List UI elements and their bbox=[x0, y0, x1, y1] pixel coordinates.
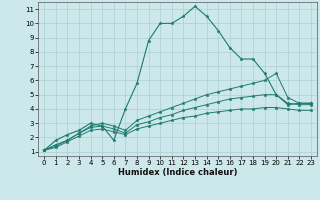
X-axis label: Humidex (Indice chaleur): Humidex (Indice chaleur) bbox=[118, 168, 237, 177]
